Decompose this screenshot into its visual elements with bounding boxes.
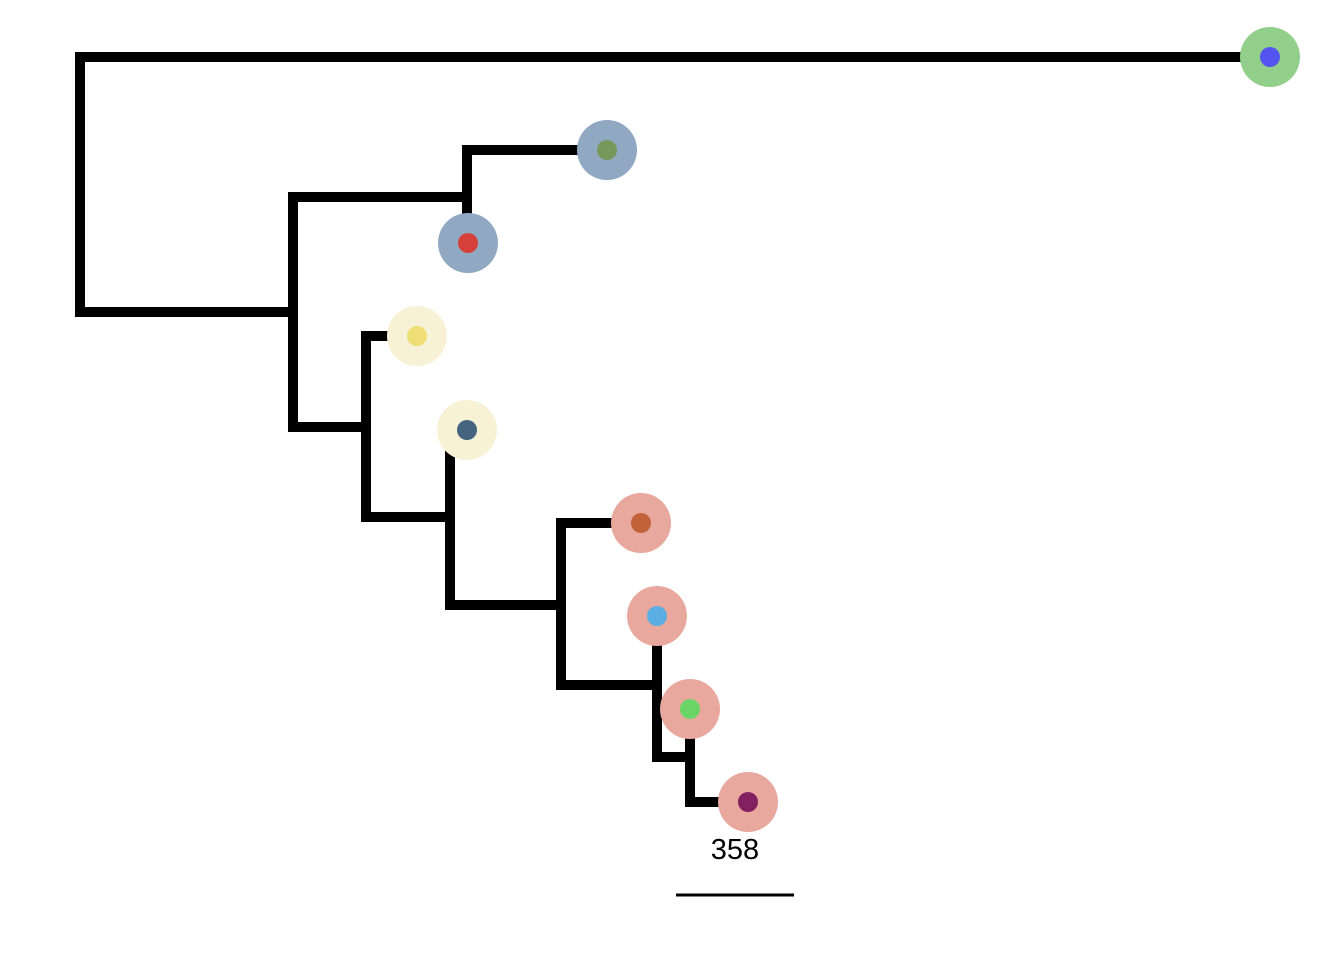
tree-branches (75, 52, 1270, 807)
tip-node[interactable] (387, 306, 447, 366)
tip-dot (407, 326, 427, 346)
tip-dot (597, 140, 617, 160)
tip-node[interactable] (611, 493, 671, 553)
tip-node[interactable] (660, 679, 720, 739)
tip-node[interactable] (718, 772, 778, 832)
scale-bar-label: 358 (711, 834, 759, 866)
tip-dot (680, 699, 700, 719)
tip-dot (631, 513, 651, 533)
tip-dot (738, 792, 758, 812)
tree-tips (387, 27, 1300, 832)
tip-node[interactable] (1240, 27, 1300, 87)
tip-node[interactable] (438, 213, 498, 273)
tip-node[interactable] (437, 400, 497, 460)
tip-dot (458, 233, 478, 253)
tip-node[interactable] (627, 586, 687, 646)
tip-dot (457, 420, 477, 440)
tip-dot (1260, 47, 1280, 67)
tip-dot (647, 606, 667, 626)
tip-node[interactable] (577, 120, 637, 180)
scale-bar: 358 (676, 834, 794, 897)
